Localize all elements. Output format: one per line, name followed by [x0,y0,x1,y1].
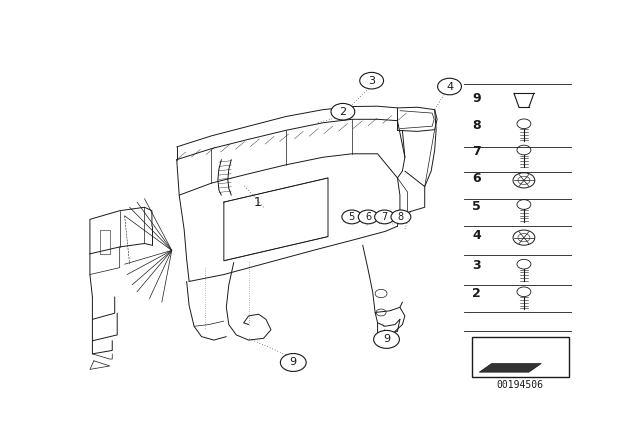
Text: 5: 5 [472,200,481,213]
Text: 2: 2 [339,107,346,117]
Text: 4: 4 [446,82,453,91]
Text: 8: 8 [398,212,404,222]
Circle shape [331,103,355,120]
Text: 1: 1 [253,196,262,209]
Circle shape [342,210,362,224]
Text: 9: 9 [383,334,390,345]
Circle shape [438,78,461,95]
Text: 7: 7 [381,212,388,222]
Text: 3: 3 [472,259,481,272]
Polygon shape [479,363,541,372]
Text: 5: 5 [349,212,355,222]
Circle shape [374,331,399,349]
Text: 00194506: 00194506 [497,380,544,390]
Text: 2: 2 [472,287,481,300]
Text: 6: 6 [472,172,481,185]
Circle shape [391,210,411,224]
Bar [472,336,568,377]
Text: 7: 7 [472,145,481,158]
Circle shape [360,73,383,89]
Text: 6: 6 [365,212,371,222]
Circle shape [374,210,394,224]
Text: 3: 3 [368,76,375,86]
Text: 4: 4 [472,229,481,242]
Circle shape [280,353,306,371]
Text: 9: 9 [290,358,297,367]
Text: 9: 9 [472,92,481,105]
Text: 8: 8 [472,119,481,132]
Circle shape [358,210,378,224]
